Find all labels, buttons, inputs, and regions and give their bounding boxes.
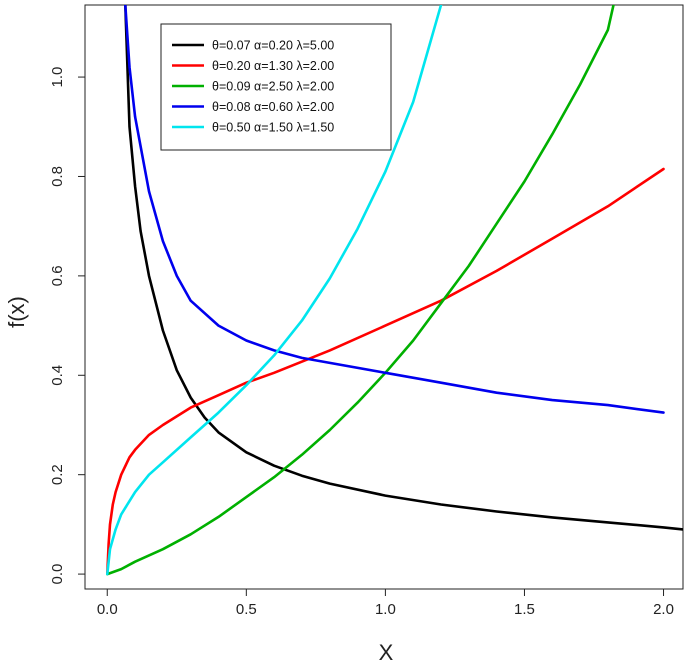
x-tick-label: 1.0 [375, 601, 396, 618]
legend-label-2: θ=0.20 α=1.30 λ=2.00 [212, 59, 334, 73]
legend-label-5: θ=0.50 α=1.50 λ=1.50 [212, 121, 334, 135]
series-line-4 [124, 5, 665, 414]
y-tick-label: 0.0 [49, 564, 66, 585]
legend-label-3: θ=0.09 α=2.50 λ=2.00 [212, 80, 334, 94]
series-layer [106, 5, 683, 576]
x-tick-label: 2.0 [653, 601, 674, 618]
y-axis-label: f(x) [4, 296, 29, 328]
y-axis-ticks: 0.0 0.2 0.4 0.6 0.8 1.0 [49, 67, 85, 585]
series-line-1 [124, 5, 683, 531]
y-tick-label: 0.4 [49, 365, 66, 386]
x-axis-label: X [379, 640, 394, 664]
legend-label-1: θ=0.07 α=0.20 λ=5.00 [212, 39, 334, 53]
x-axis-ticks: 0.0 0.5 1.0 1.5 2.0 [97, 589, 674, 618]
x-tick-label: 0.5 [236, 601, 257, 618]
plot-frame [84, 4, 684, 590]
y-tick-label: 0.8 [49, 166, 66, 187]
series-line-3 [106, 5, 615, 576]
series-line-2 [106, 167, 665, 576]
y-tick-label: 1.0 [49, 67, 66, 88]
y-tick-label: 0.2 [49, 464, 66, 485]
legend-label-4: θ=0.08 α=0.60 λ=2.00 [212, 100, 334, 114]
x-tick-label: 1.5 [514, 601, 535, 618]
x-tick-label: 0.0 [97, 601, 118, 618]
y-tick-label: 0.6 [49, 265, 66, 286]
legend: θ=0.07 α=0.20 λ=5.00 θ=0.20 α=1.30 λ=2.00… [160, 23, 392, 151]
series-line-5 [106, 5, 443, 576]
